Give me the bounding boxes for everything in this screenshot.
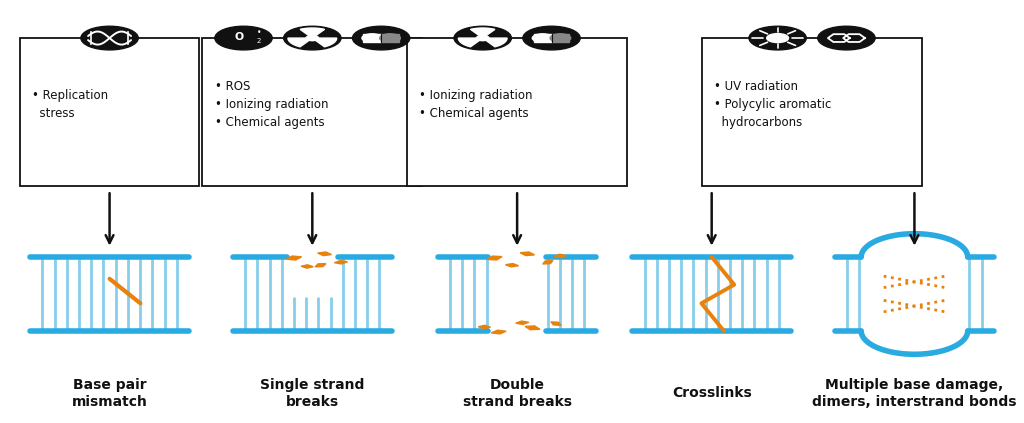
Polygon shape bbox=[288, 38, 309, 47]
Text: Base pair
mismatch: Base pair mismatch bbox=[72, 378, 147, 409]
Bar bbox=[702, 38, 922, 186]
Circle shape bbox=[81, 26, 138, 50]
Polygon shape bbox=[525, 326, 540, 330]
Polygon shape bbox=[492, 330, 506, 334]
Bar bbox=[203, 38, 422, 186]
Text: Double
strand breaks: Double strand breaks bbox=[463, 378, 571, 409]
Text: • UV radiation
• Polycylic aromatic
  hydrocarbons: • UV radiation • Polycylic aromatic hydr… bbox=[715, 80, 831, 129]
Polygon shape bbox=[315, 264, 326, 267]
Polygon shape bbox=[520, 252, 535, 255]
Bar bbox=[534, 34, 552, 42]
Polygon shape bbox=[471, 28, 495, 36]
Text: 2: 2 bbox=[256, 38, 260, 44]
Polygon shape bbox=[301, 265, 313, 268]
Polygon shape bbox=[300, 28, 325, 36]
Polygon shape bbox=[286, 256, 302, 260]
Circle shape bbox=[550, 34, 570, 42]
Polygon shape bbox=[551, 322, 561, 325]
Polygon shape bbox=[315, 38, 337, 47]
Polygon shape bbox=[516, 321, 528, 324]
Text: • Ionizing radiation
• Chemical agents: • Ionizing radiation • Chemical agents bbox=[420, 89, 532, 120]
Circle shape bbox=[767, 33, 788, 43]
Bar bbox=[20, 38, 199, 186]
Bar bbox=[552, 34, 569, 42]
Polygon shape bbox=[317, 252, 332, 255]
Polygon shape bbox=[543, 261, 553, 264]
Circle shape bbox=[818, 26, 876, 50]
Circle shape bbox=[476, 36, 489, 41]
Bar bbox=[381, 34, 399, 42]
Polygon shape bbox=[506, 264, 518, 267]
Text: • Replication
  stress: • Replication stress bbox=[33, 89, 109, 120]
Polygon shape bbox=[335, 261, 347, 264]
Text: •: • bbox=[257, 28, 261, 37]
Circle shape bbox=[352, 26, 410, 50]
Text: Crosslinks: Crosslinks bbox=[672, 386, 752, 401]
Bar bbox=[408, 38, 627, 186]
Circle shape bbox=[380, 34, 400, 42]
Polygon shape bbox=[478, 325, 490, 329]
Polygon shape bbox=[459, 38, 479, 47]
Polygon shape bbox=[485, 38, 507, 47]
Text: • ROS
• Ionizing radiation
• Chemical agents: • ROS • Ionizing radiation • Chemical ag… bbox=[215, 80, 328, 129]
Text: O: O bbox=[234, 32, 244, 42]
Bar bbox=[364, 34, 381, 42]
Text: Single strand
breaks: Single strand breaks bbox=[260, 378, 365, 409]
Circle shape bbox=[215, 26, 272, 50]
Circle shape bbox=[306, 36, 318, 41]
Circle shape bbox=[532, 34, 553, 42]
Polygon shape bbox=[554, 254, 566, 258]
Circle shape bbox=[454, 26, 511, 50]
Circle shape bbox=[523, 26, 581, 50]
Polygon shape bbox=[487, 256, 502, 260]
Circle shape bbox=[361, 34, 383, 42]
Circle shape bbox=[749, 26, 806, 50]
Text: Multiple base damage,
dimers, interstrand bonds: Multiple base damage, dimers, interstran… bbox=[812, 378, 1017, 409]
Circle shape bbox=[284, 26, 341, 50]
